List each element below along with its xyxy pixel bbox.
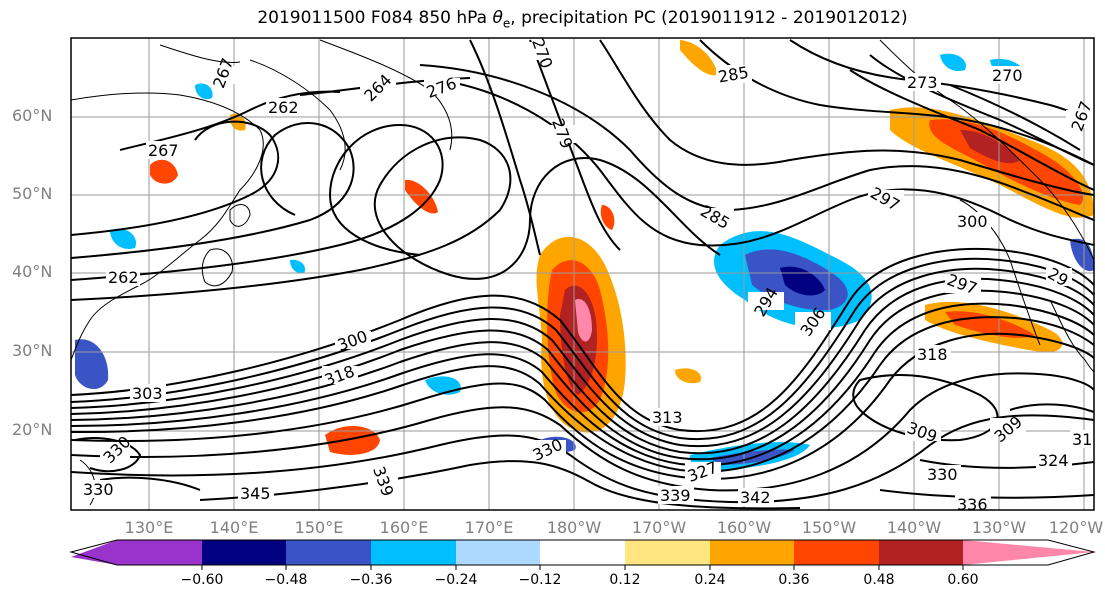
plot-title: 2019011500 F084 850 hPa θe, precipitatio… (0, 8, 1105, 30)
colorbar-label: −0.60 (180, 572, 224, 588)
lat-label: 50°N (12, 184, 53, 203)
positive-anomaly-region (600, 205, 615, 230)
negative-anomaly-region (290, 259, 306, 274)
colorbar-label: 0.36 (778, 572, 810, 588)
colorbar-bin (202, 540, 286, 565)
colorbar-ticks (201, 565, 964, 570)
negative-anomaly-region (110, 228, 136, 249)
lon-label: 130°W (971, 518, 1027, 537)
colorbar-label: −0.48 (264, 572, 308, 588)
title-suffix: , precipitation PC (2019011912 - 2019012… (510, 8, 908, 28)
positive-anomaly-region (680, 40, 718, 76)
contour-label: 324 (1038, 451, 1069, 470)
positive-anomaly-region (675, 368, 701, 384)
contour-label: 262 (108, 268, 139, 287)
colorbar-label: 0.24 (694, 572, 726, 588)
contour-label: 342 (740, 488, 771, 507)
negative-anomaly-region (940, 53, 966, 72)
precipitation-shading (75, 40, 1094, 470)
positive-anomaly-max (575, 299, 592, 342)
lat-label: 40°N (12, 262, 53, 281)
lon-label: 170°W (631, 518, 687, 537)
lon-label: 150°E (294, 518, 344, 537)
lon-label: 120°W (1048, 518, 1104, 537)
contour-label: 345 (240, 484, 271, 503)
map-border (70, 37, 1095, 511)
negative-anomaly-core (780, 266, 825, 296)
colorbar-extend-low (71, 540, 117, 565)
contour-label: 336 (957, 495, 988, 514)
contour-label: 313 (652, 408, 683, 427)
contour-label: 318 (917, 345, 948, 364)
positive-anomaly-region (150, 159, 178, 184)
contour-label: 262 (268, 98, 299, 117)
lat-label: 60°N (12, 106, 53, 125)
colorbar-bin (371, 540, 456, 565)
colorbar-bin (794, 540, 879, 565)
colorbar-bin (456, 540, 540, 565)
contour-label: 273 (907, 73, 938, 92)
colorbar-extend-high (963, 540, 1094, 565)
lon-label: 160°E (379, 518, 429, 537)
colorbar-label: −0.12 (518, 572, 562, 588)
contour-label: 330 (927, 465, 958, 484)
positive-anomaly-core (960, 130, 1020, 164)
colorbar-bin (117, 540, 202, 565)
colorbar-label: 0.12 (609, 572, 641, 588)
colorbar-label: −0.36 (349, 572, 393, 588)
contour-label: 339 (660, 486, 691, 505)
lon-label: 170°E (464, 518, 514, 537)
positive-anomaly-region (325, 425, 380, 455)
lat-label: 20°N (12, 420, 53, 439)
colorbar-bin (286, 540, 371, 565)
lon-label: 140°W (886, 518, 942, 537)
theta-symbol: θ (492, 8, 503, 28)
lon-label: 160°W (716, 518, 772, 537)
colorbar-bin (540, 540, 625, 565)
colorbar-label: 0.60 (947, 572, 979, 588)
colorbar-bin (625, 540, 710, 565)
colorbar-outline (69, 539, 1096, 566)
title-prefix: 2019011500 F084 850 hPa (257, 8, 493, 28)
lon-label: 140°E (209, 518, 259, 537)
coastlines (71, 39, 1094, 506)
positive-anomaly-region (405, 179, 438, 214)
contour-label: 270 (992, 66, 1023, 85)
colorbar-bin (879, 540, 963, 565)
lon-label: 130°E (124, 518, 174, 537)
theta-subscript: e (502, 16, 511, 31)
lon-label: 150°W (801, 518, 857, 537)
colorbar-label: 0.48 (863, 572, 895, 588)
negative-anomaly-region (195, 83, 213, 100)
colorbar (69, 539, 1096, 570)
contour-label: 330 (83, 480, 114, 499)
colorbar-bin (710, 540, 794, 565)
contour-label: 303 (132, 384, 163, 403)
colorbar-label: −0.24 (434, 572, 478, 588)
lat-label: 30°N (12, 341, 53, 360)
contour-label: 267 (148, 141, 179, 160)
lon-label: 180°W (546, 518, 602, 537)
contour-label: 300 (957, 212, 988, 231)
contour-label: 318 (1072, 430, 1103, 449)
